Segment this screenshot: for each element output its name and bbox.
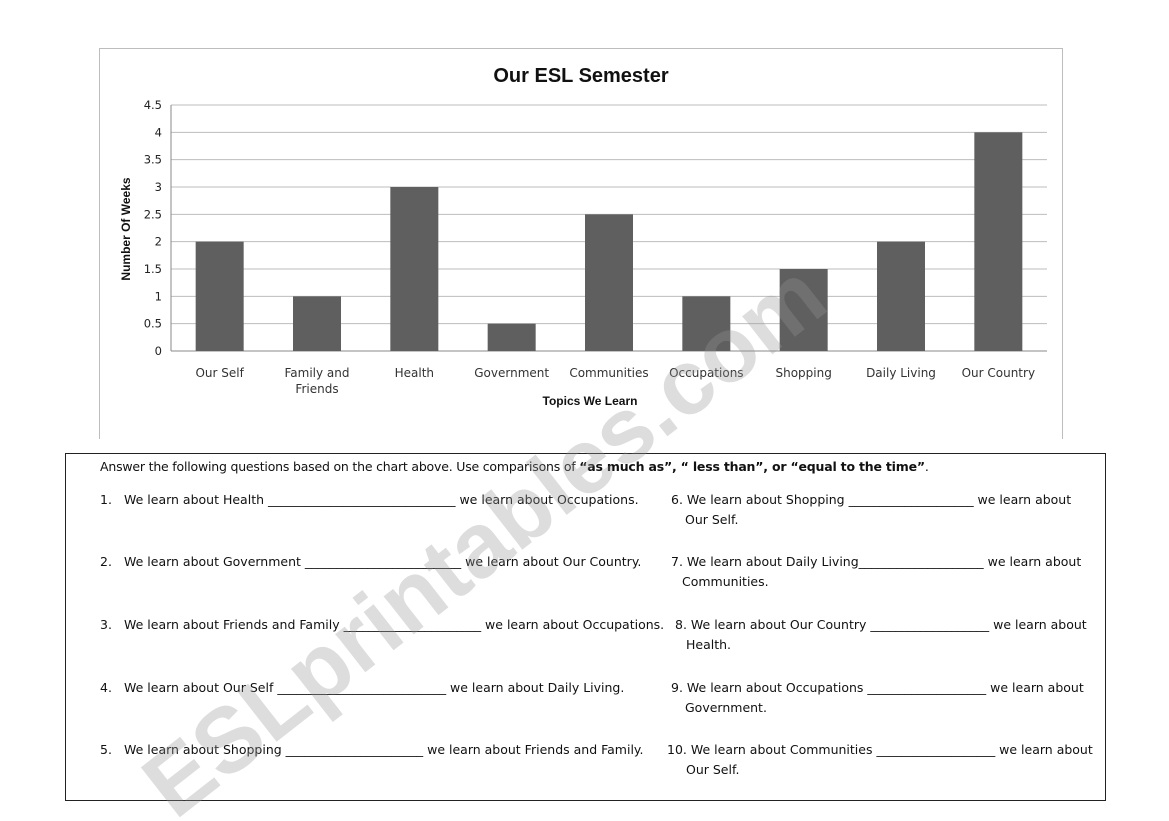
question-text: We learn about Health __________________…: [124, 492, 639, 507]
question-8: 8. We learn about Our Country __________…: [675, 615, 1087, 655]
question-number: 9.: [671, 680, 683, 695]
question-number: 6.: [671, 492, 683, 507]
question-number: 2.: [100, 554, 112, 569]
question-number: 10.: [667, 742, 687, 757]
x-category-label: Our Self: [195, 366, 244, 380]
bars: [195, 132, 1023, 351]
question-continuation: Government.: [685, 700, 767, 715]
y-tick-label: 1: [155, 289, 162, 303]
bar: [877, 241, 925, 351]
y-tick-label: 2: [155, 235, 162, 249]
y-axis-title: Number Of Weeks: [119, 177, 133, 280]
x-category-label: Family and Friends: [284, 366, 349, 396]
x-category-label: Occupations: [669, 366, 743, 380]
bar: [974, 132, 1023, 351]
question-3: 3. We learn about Friends and Family ____…: [100, 615, 664, 635]
question-10: 10. We learn about Communities _________…: [667, 740, 1093, 780]
question-text: We learn about Shopping ________________…: [686, 492, 1072, 507]
question-number: 3.: [100, 617, 112, 632]
instructions: Answer the following questions based on …: [100, 459, 929, 474]
y-axis-ticks: 0 0.5 1 1.5 2 2.5 3 3.5 4 4.5: [144, 98, 162, 358]
question-continuation: Our Self.: [685, 512, 739, 527]
x-category-label: Communities: [569, 366, 648, 380]
bar: [293, 296, 341, 351]
question-number: 7.: [671, 554, 683, 569]
x-category-label: Health: [395, 366, 434, 380]
x-axis-categories: Our Self Family and Friends Health Governmen…: [195, 366, 1035, 396]
question-9: 9. We learn about Occupations __________…: [671, 678, 1084, 718]
question-continuation: Communities.: [682, 574, 769, 589]
question-text: We learn about Our Self ________________…: [124, 680, 625, 695]
y-tick-label: 4.5: [144, 98, 162, 112]
bar: [390, 187, 439, 351]
y-tick-label: 1.5: [144, 262, 162, 276]
bar: [682, 296, 731, 351]
y-tick-label: 0: [155, 344, 162, 358]
question-4: 4. We learn about Our Self ______________…: [100, 678, 624, 698]
bar: [585, 214, 633, 351]
question-text: We learn about Our Country _____________…: [690, 617, 1087, 632]
y-tick-label: 4: [155, 125, 162, 139]
question-number: 1.: [100, 492, 112, 507]
questions-panel: Answer the following questions based on …: [65, 453, 1106, 801]
instructions-bold: “as much as”, “ less than”, or “equal to…: [579, 459, 925, 474]
question-continuation: Health.: [686, 637, 732, 652]
y-tick-label: 2.5: [144, 207, 162, 221]
question-number: 8.: [675, 617, 687, 632]
question-text: We learn about Occupations _____________…: [686, 680, 1084, 695]
chart-canvas: Our ESL Semester 0 0.5 1 1.5 2 2.5 3 3.5 4 4.5 Ou…: [119, 65, 1047, 408]
y-tick-label: 3: [155, 180, 162, 194]
question-number: 5.: [100, 742, 112, 757]
y-tick-label: 0.5: [144, 317, 162, 331]
question-number: 4.: [100, 680, 112, 695]
bar: [195, 241, 244, 351]
instructions-prefix: Answer the following questions based on …: [100, 459, 580, 474]
question-1: 1. We learn about Health ________________…: [100, 490, 639, 510]
question-continuation: Our Self.: [686, 762, 740, 777]
question-7: 7. We learn about Daily Living__________…: [671, 552, 1081, 592]
x-category-label: Government: [474, 366, 549, 380]
x-category-label: Shopping: [775, 366, 831, 380]
x-axis-title: Topics We Learn: [543, 394, 638, 408]
question-text: We learn about Communities _____________…: [690, 742, 1093, 757]
chart-title: Our ESL Semester: [493, 65, 668, 87]
question-text: We learn about Daily Living_____________…: [686, 554, 1082, 569]
instructions-suffix: .: [924, 459, 929, 474]
bar: [779, 269, 828, 351]
question-text: We learn about Friends and Family ______…: [124, 617, 665, 632]
question-6: 6. We learn about Shopping _____________…: [671, 490, 1071, 530]
question-text: We learn about Government ______________…: [124, 554, 642, 569]
question-text: We learn about Shopping ________________…: [124, 742, 644, 757]
x-category-label: Our Country: [962, 366, 1035, 380]
x-category-label: Daily Living: [866, 366, 936, 380]
question-5: 5. We learn about Shopping ______________…: [100, 740, 644, 760]
bar-chart: Our ESL Semester 0 0.5 1 1.5 2 2.5 3 3.5 4 4.5 Ou…: [99, 48, 1063, 439]
y-tick-label: 3.5: [144, 153, 162, 167]
bar: [487, 323, 536, 351]
question-2: 2. We learn about Government ____________…: [100, 552, 641, 572]
